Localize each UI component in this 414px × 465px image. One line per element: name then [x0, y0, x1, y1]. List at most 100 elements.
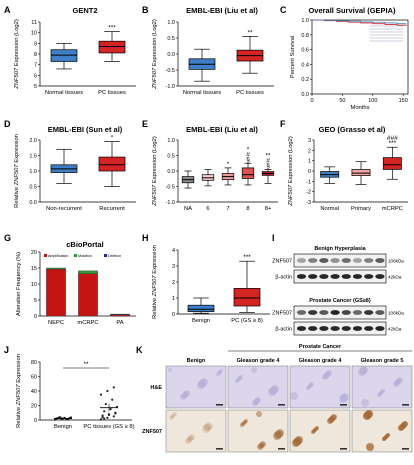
y-tick-label: 0: [34, 314, 37, 320]
panel-g: G cBioPortal 0 5 10 15 20 Alteration Frequenc…: [4, 233, 136, 326]
significance-marker: ** # §: [265, 152, 271, 169]
tissue-blob: [361, 399, 369, 407]
blot-band: [296, 310, 307, 315]
legend-label: Mutation: [78, 254, 92, 258]
panel-letter-d: D: [4, 119, 11, 129]
y-tick-label: 6: [34, 73, 37, 79]
data-point: [101, 416, 104, 419]
tissue-blob: [169, 416, 173, 420]
box-0: [50, 49, 78, 62]
y-tick-label: 10: [31, 31, 37, 37]
legend-label: Deletion: [108, 254, 121, 258]
y-tick-label: 5: [34, 84, 37, 90]
x-category-label: Benign: [54, 424, 72, 430]
blot-band: [364, 274, 374, 279]
x-category-label: NA: [184, 206, 192, 212]
bar-segment-mutation: [78, 270, 98, 274]
x-category-label: mCRPC: [382, 206, 403, 212]
y-tick-label: 0: [34, 418, 37, 424]
group-title: Prostate Cancer: [299, 344, 342, 350]
y-tick-label: 4: [172, 248, 175, 254]
x-category-label: PC tissues: [98, 90, 126, 96]
tissue-blob: [251, 367, 257, 373]
blot-band: [330, 326, 340, 331]
bar-segment-mutation: [46, 267, 66, 270]
tissue-blob: [168, 368, 172, 372]
panel-a-boxplot: 5 6 7 8 9 10 11 ZNF507 Expression (Log2) Normal …: [14, 19, 136, 96]
significance-line: ***: [243, 254, 251, 261]
tissue-blob: [202, 425, 210, 433]
panel-b: B EMBL-EBI (Liu et al) -1.0 -0.5 0.0 0.5 1.0…: [142, 5, 274, 96]
y-tick-label: 11: [31, 20, 37, 26]
y-axis-label-gene: ZNF507: [152, 275, 158, 298]
bar-segment-deletion: [110, 313, 130, 315]
panel-c-title: Overall Survival (GEPIA): [308, 6, 396, 15]
data-point: [106, 416, 109, 419]
y-tick-label: 10: [31, 282, 37, 288]
tissue-blob: [173, 412, 177, 416]
blot-size-label: 42kDa: [388, 327, 402, 332]
panel-d-title: EMBL-EBI (Sun et al): [48, 125, 123, 134]
y-tick-label: 1.5: [29, 154, 37, 160]
y-axis-label-gene: ZNF507: [152, 67, 158, 90]
blot-band: [375, 258, 385, 263]
blot-row-label: ZNF507: [272, 311, 292, 317]
data-point: [107, 413, 111, 417]
y-tick-label: 20: [31, 404, 37, 410]
y-axis-label-gene: ZNF507: [288, 184, 294, 207]
y-tick-label: 1.0: [301, 18, 309, 24]
tissue-blob: [204, 423, 212, 431]
blot-band: [375, 274, 385, 279]
x-tick-label: 100: [368, 98, 377, 104]
x-category-label: Normal tissues: [45, 90, 83, 96]
y-axis-label-suffix: Expression: [16, 354, 22, 384]
panel-i: I Benign Hyperplasia ZNF507 106kDa β-actin 4…: [272, 233, 404, 336]
blot-band: [308, 326, 318, 331]
blot-band: [364, 258, 374, 263]
blot-band: [375, 310, 385, 315]
blot-band: [352, 274, 363, 279]
y-tick-label: 0.2: [301, 77, 309, 83]
significance-line: **: [265, 152, 271, 159]
tissue-blob: [366, 443, 374, 451]
blot-band: [364, 326, 374, 331]
blot-band: [375, 326, 385, 331]
blot-row-label: β-actin: [275, 275, 292, 281]
x-category-label: 6: [206, 206, 209, 212]
y-tick-label: 1.0: [167, 20, 175, 26]
y-tick-label: 1.0: [29, 169, 37, 175]
scale-bar: [402, 448, 409, 450]
tissue-blob: [311, 430, 315, 434]
blot-band: [330, 274, 340, 279]
panel-letter-k: K: [136, 345, 143, 355]
y-axis-label: ZNF507 Expression (Log2): [152, 19, 158, 90]
tissue-blob: [187, 436, 193, 442]
blot-band: [308, 274, 318, 279]
column-label: Gleason grade 4: [299, 358, 343, 364]
tissue-blob: [377, 393, 381, 397]
data-point: [103, 417, 106, 420]
y-tick-label: 0: [172, 312, 175, 318]
tissue-blob: [290, 392, 298, 400]
x-tick-label: 50: [339, 98, 345, 104]
scale-bar: [278, 404, 285, 406]
data-point: [99, 393, 103, 396]
y-axis-label-gene: ZNF507: [14, 67, 20, 90]
y-tick-label: 0.5: [29, 185, 37, 191]
box-1: [98, 156, 126, 172]
micrograph-tile: [165, 409, 227, 453]
blot-band: [319, 274, 329, 279]
box-1: [98, 40, 126, 54]
panel-h: H 0 1 2 3 4 Relative ZNF507 Expression Benign P…: [142, 233, 270, 324]
column-label: Gleason grade 5: [361, 358, 404, 364]
box-2: [382, 157, 402, 170]
y-axis-label: ZNF507 Expression (Log2): [288, 136, 294, 207]
blot-title: Prostate Cancer (GS≥8): [309, 298, 371, 304]
y-tick-label: 0: [308, 169, 311, 175]
tissue-blob: [216, 372, 220, 376]
significance-marker: **: [247, 29, 253, 36]
significance-marker: ### ***: [387, 135, 398, 147]
y-axis-label-suffix: Expression: [14, 134, 20, 164]
data-point: [109, 408, 112, 411]
panel-a-title: GENT2: [72, 6, 97, 15]
